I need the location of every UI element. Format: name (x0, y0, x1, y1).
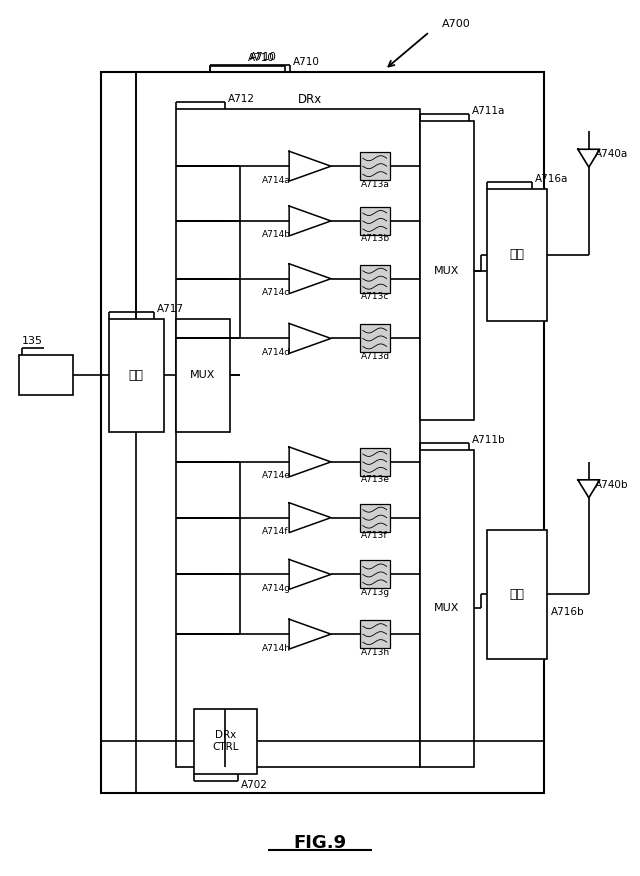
Bar (19, 356, 73, 395)
Text: A716a: A716a (535, 174, 568, 184)
Bar (360, 504, 390, 532)
Text: MUX: MUX (435, 604, 460, 613)
Text: A710: A710 (293, 57, 320, 67)
Text: A740b: A740b (595, 480, 628, 490)
Text: A710: A710 (250, 52, 276, 61)
Text: A716b: A716b (551, 607, 584, 618)
Text: A714g: A714g (262, 583, 291, 593)
Text: A700: A700 (442, 18, 470, 29)
Bar (487, 189, 547, 321)
Text: A713a: A713a (361, 180, 390, 188)
Text: 整合: 整合 (129, 369, 144, 382)
Text: A711b: A711b (472, 435, 506, 445)
Bar (420, 450, 474, 766)
Text: FIG.9: FIG.9 (293, 834, 347, 852)
Bar (360, 324, 390, 352)
Text: A714d: A714d (262, 348, 291, 357)
Text: A714f: A714f (262, 527, 289, 536)
Bar (360, 561, 390, 589)
Text: A714e: A714e (262, 471, 291, 480)
Text: A713f: A713f (361, 531, 387, 540)
Bar (360, 620, 390, 648)
Text: A714c: A714c (262, 288, 291, 297)
Text: A717: A717 (157, 304, 184, 314)
Bar (360, 152, 390, 180)
Bar (487, 530, 547, 659)
Text: DRx: DRx (298, 93, 322, 106)
Text: A712: A712 (228, 95, 255, 104)
Text: A713g: A713g (361, 588, 390, 597)
Text: A740a: A740a (595, 149, 628, 159)
Bar (175, 319, 230, 432)
Text: A714a: A714a (262, 175, 291, 185)
Bar (360, 207, 390, 235)
Text: A702: A702 (241, 781, 268, 790)
Text: A713h: A713h (361, 647, 390, 657)
Bar (360, 448, 390, 476)
Text: A713e: A713e (361, 476, 390, 484)
Text: 整合: 整合 (509, 588, 525, 601)
Bar (420, 122, 474, 420)
Bar (175, 110, 420, 766)
Bar (193, 709, 257, 774)
Bar (109, 319, 164, 432)
Text: 整合: 整合 (509, 248, 525, 261)
Bar (101, 72, 544, 794)
Text: MUX: MUX (190, 371, 216, 380)
Text: A713d: A713d (361, 352, 390, 361)
Text: A710: A710 (248, 53, 275, 63)
Text: DRx
CTRL: DRx CTRL (212, 731, 239, 752)
Bar (360, 265, 390, 293)
Text: 135: 135 (22, 336, 44, 346)
Text: A713c: A713c (361, 292, 389, 301)
Text: A711a: A711a (472, 106, 506, 117)
Text: A714h: A714h (262, 644, 291, 653)
Text: MUX: MUX (435, 265, 460, 276)
Text: A714b: A714b (262, 230, 291, 239)
Text: A713b: A713b (361, 235, 390, 244)
